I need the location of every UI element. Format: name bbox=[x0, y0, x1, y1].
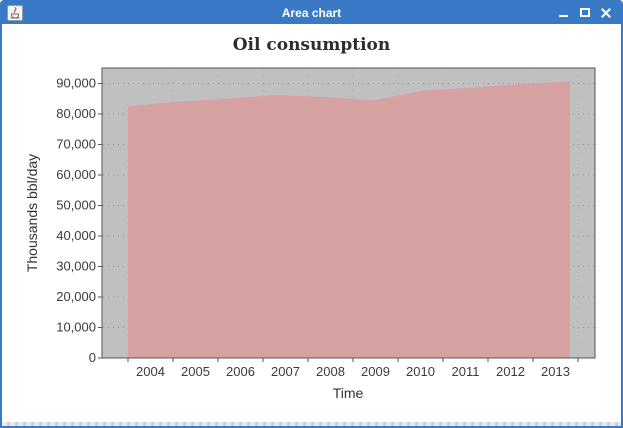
minimize-icon bbox=[559, 15, 568, 17]
y-tick-label: 40,000 bbox=[56, 228, 96, 243]
title-bar[interactable]: Area chart bbox=[2, 2, 621, 24]
x-tick-label: 2013 bbox=[541, 364, 570, 379]
x-tick-label: 2006 bbox=[226, 364, 255, 379]
x-tick-label: 2005 bbox=[181, 364, 210, 379]
minimize-button[interactable] bbox=[558, 7, 570, 19]
y-tick-label: 70,000 bbox=[56, 137, 96, 152]
window-title: Area chart bbox=[281, 6, 342, 20]
plot-border bbox=[101, 67, 596, 359]
y-tick-label: 80,000 bbox=[56, 106, 96, 121]
x-tick-label: 2010 bbox=[406, 364, 435, 379]
y-tick-label: 50,000 bbox=[56, 198, 96, 213]
x-tick-label: 2004 bbox=[136, 364, 165, 379]
maximize-button[interactable] bbox=[579, 7, 591, 19]
window-bottom-edge bbox=[2, 422, 621, 426]
x-axis-label: Time bbox=[332, 385, 364, 401]
y-tick-label: 20,000 bbox=[56, 289, 96, 304]
x-tick-label: 2012 bbox=[496, 364, 525, 379]
window-controls bbox=[558, 7, 612, 19]
chart-canvas[interactable]: 0 10,000 20,000 30,000 40,000 50,000 60,000 70,… bbox=[2, 24, 621, 422]
y-tick-label: 30,000 bbox=[56, 259, 96, 274]
y-tick-label: 10,000 bbox=[56, 320, 96, 335]
chart-panel: Oil consumption 0 10,000 20,000 30,000 40,00… bbox=[2, 24, 621, 426]
area-series[interactable] bbox=[128, 81, 570, 359]
y-tick-label: 0 bbox=[89, 350, 96, 365]
y-tick-label: 60,000 bbox=[56, 167, 96, 182]
java-coffee-cup-icon bbox=[7, 5, 23, 21]
chart-title: Oil consumption bbox=[232, 35, 391, 55]
x-tick-label: 2007 bbox=[271, 364, 300, 379]
y-tick-label: 90,000 bbox=[56, 76, 96, 91]
y-axis-label: Thousands bbl/day bbox=[24, 153, 40, 273]
x-tick-label: 2009 bbox=[361, 364, 390, 379]
close-button[interactable] bbox=[600, 7, 612, 19]
x-tick-label: 2011 bbox=[452, 364, 480, 379]
maximize-icon bbox=[580, 8, 590, 17]
x-tick-label: 2008 bbox=[316, 364, 345, 379]
